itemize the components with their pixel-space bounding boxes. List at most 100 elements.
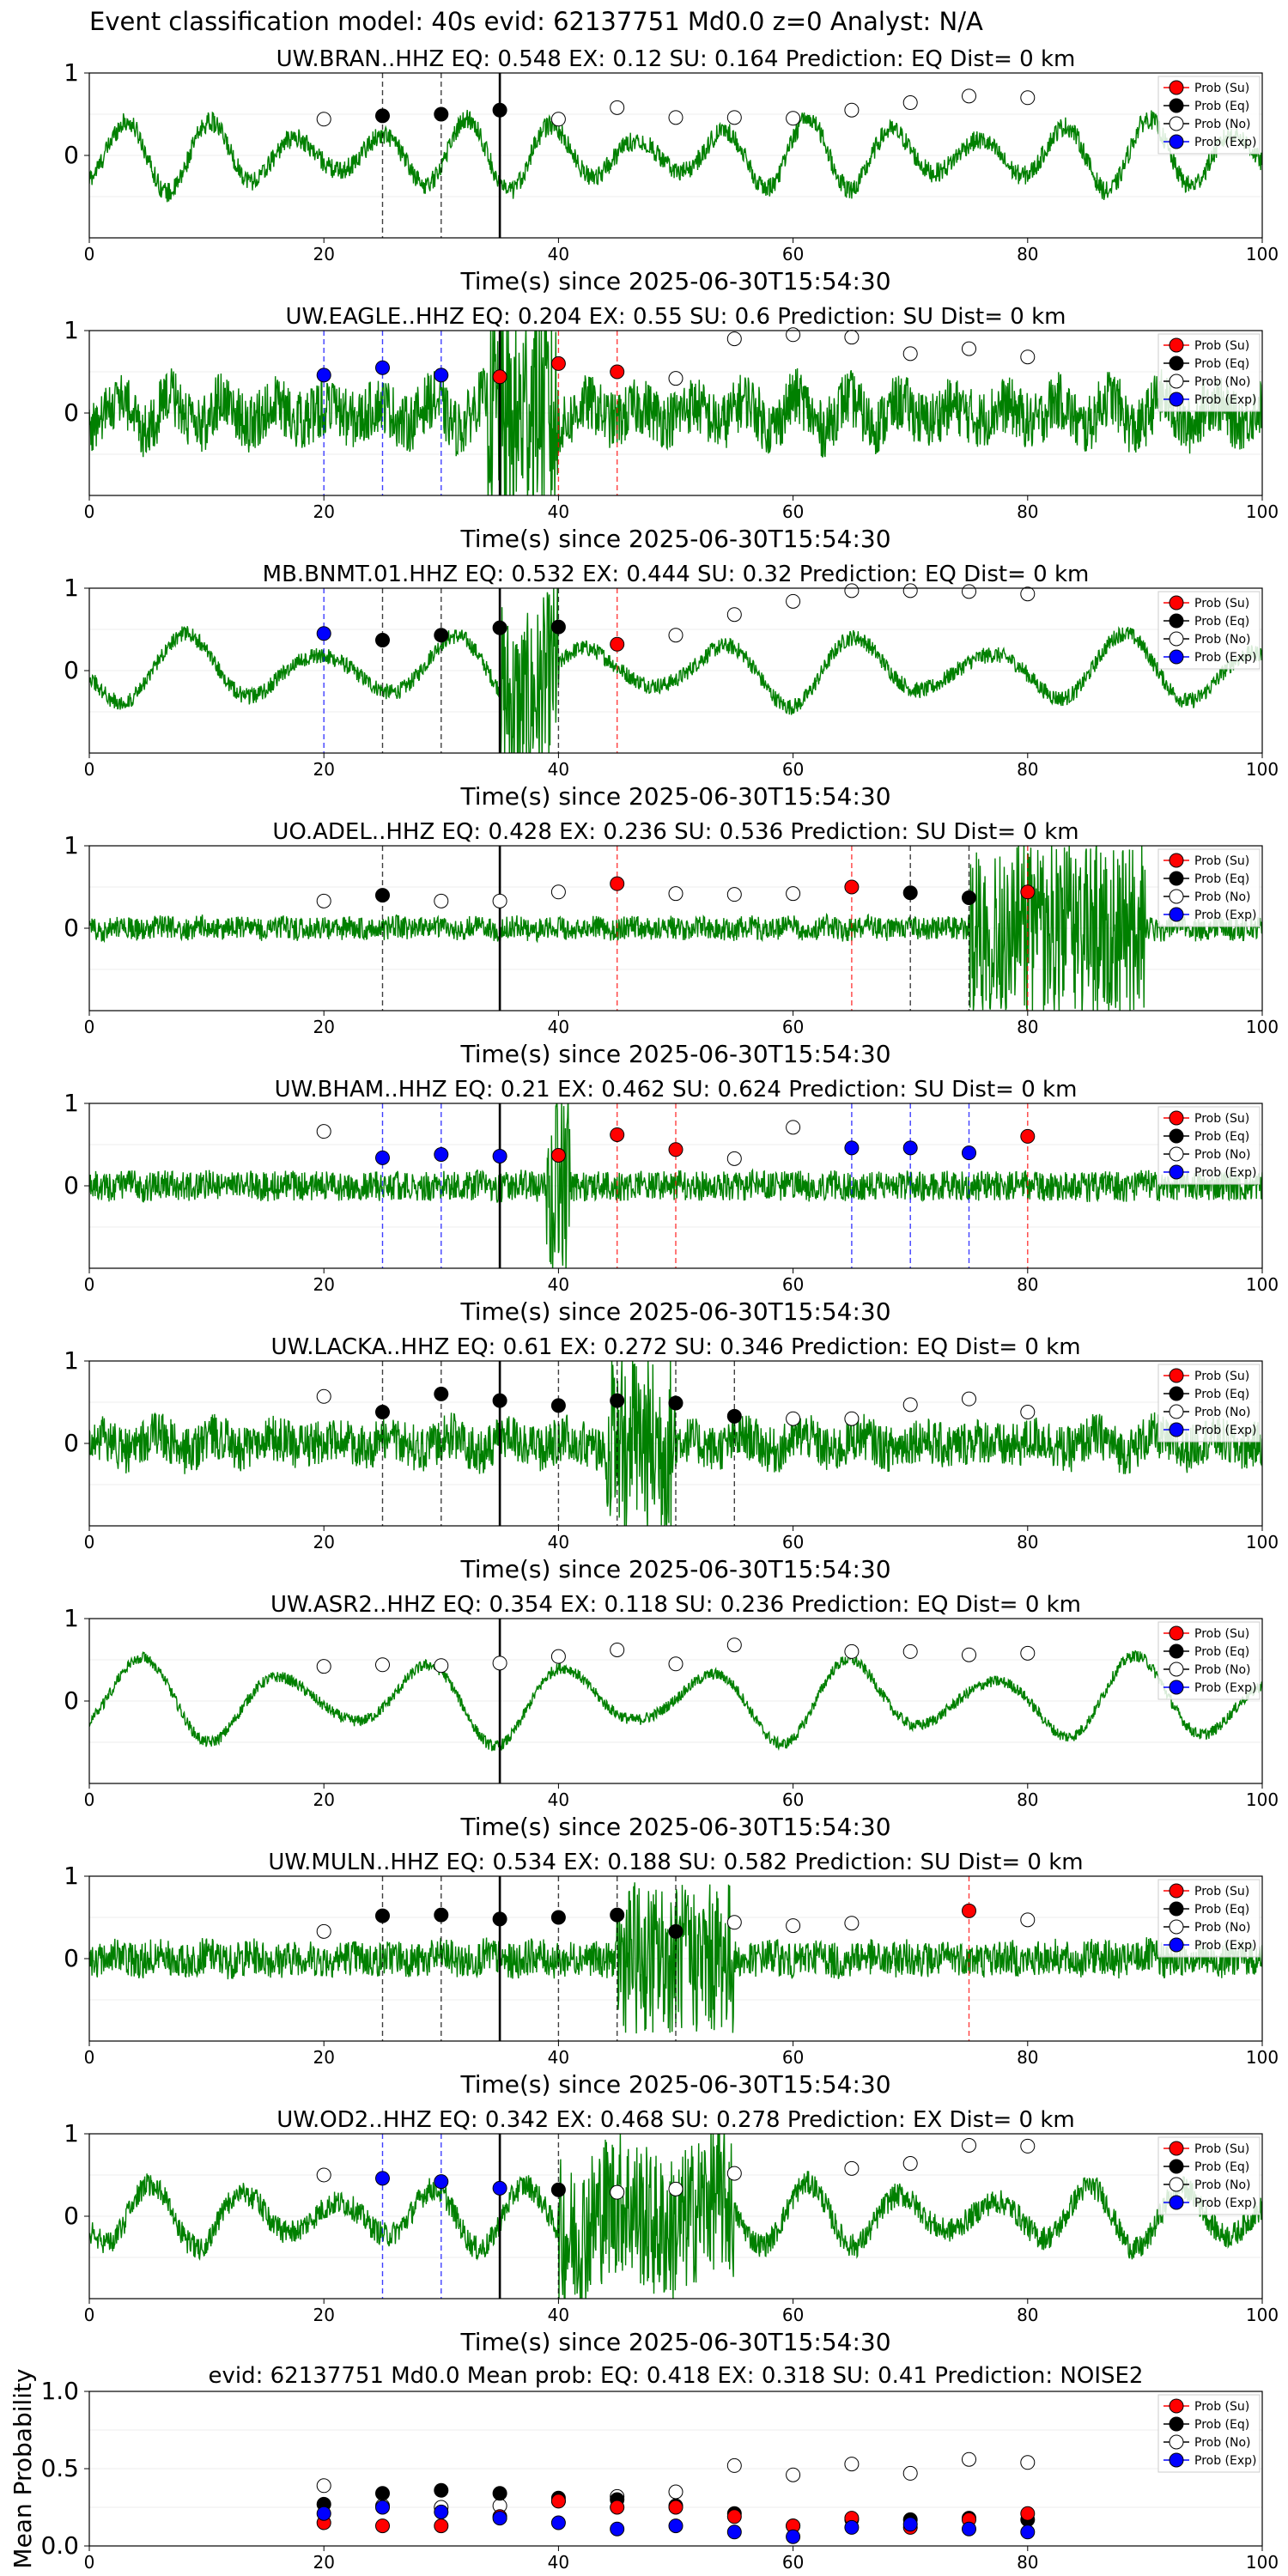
x-tick-label: 40 xyxy=(548,2305,569,2325)
x-tick-label: 80 xyxy=(1017,244,1038,264)
legend-label: Prob (No) xyxy=(1194,633,1251,647)
legend-label: Prob (Exp) xyxy=(1194,136,1257,149)
prob-marker-no xyxy=(962,584,976,599)
legend-label: Prob (Eq) xyxy=(1194,1645,1249,1659)
station-panel-6: UW.ASR2..HHZ EQ: 0.354 EX: 0.118 SU: 0.2… xyxy=(64,1592,1279,1841)
mean-probability-panel: evid: 62137751 Md0.0 Mean prob: EQ: 0.41… xyxy=(9,2363,1279,2573)
x-tick-label: 80 xyxy=(1017,2047,1038,2068)
legend-label: Prob (Su) xyxy=(1194,854,1249,868)
legend-label: Prob (Su) xyxy=(1194,597,1249,611)
x-tick-label: 80 xyxy=(1017,759,1038,780)
x-tick-label: 0 xyxy=(84,2305,95,2325)
prob-marker-no xyxy=(844,102,860,118)
prob-marker-no xyxy=(726,1151,742,1166)
y-tick-label: 0 xyxy=(64,1944,79,1972)
legend-marker xyxy=(1169,853,1184,868)
prob-marker-exp xyxy=(434,2174,449,2190)
prob-marker-no xyxy=(1020,1912,1036,1928)
prob-marker-eq xyxy=(550,1910,566,1925)
mean-prob-marker-exp xyxy=(786,2529,801,2544)
y-tick-label: 1 xyxy=(64,574,79,602)
prob-marker-exp xyxy=(844,1140,860,1156)
y-tick-label: 0 xyxy=(64,656,79,684)
mean-prob-marker-exp xyxy=(492,2511,507,2526)
x-tick-label: 80 xyxy=(1017,1274,1038,1295)
mean-prob-marker-no xyxy=(962,2451,976,2467)
x-tick-label: 100 xyxy=(1246,1017,1279,1037)
seismogram-trace xyxy=(89,2134,1262,2299)
mean-prob-marker-eq xyxy=(375,2486,390,2501)
x-tick-label: 20 xyxy=(313,1532,334,1552)
x-tick-label: 40 xyxy=(548,759,569,780)
x-tick-label: 0 xyxy=(84,1017,95,1037)
x-tick-label: 100 xyxy=(1246,2552,1279,2573)
legend-label: Prob (No) xyxy=(1194,1921,1251,1935)
legend-label: Prob (Eq) xyxy=(1194,1388,1249,1401)
legend-marker xyxy=(1169,1128,1184,1144)
prob-marker-eq xyxy=(550,2182,566,2197)
mean-prob-marker-su xyxy=(1020,2506,1036,2521)
y-tick-label: 1 xyxy=(64,1604,79,1632)
legend-marker xyxy=(1169,1901,1184,1917)
prob-marker-no xyxy=(726,331,742,347)
panel-title: UW.BHAM..HHZ EQ: 0.21 EX: 0.462 SU: 0.62… xyxy=(275,1077,1078,1103)
x-axis-label: Time(s) since 2025-06-30T15:54:30 xyxy=(459,2070,890,2099)
prob-marker-su xyxy=(1020,1128,1036,1144)
prob-marker-no xyxy=(492,1656,507,1671)
mean-prob-marker-no xyxy=(668,2484,683,2500)
legend-label: Prob (No) xyxy=(1194,1406,1251,1419)
y-tick-label: 0 xyxy=(64,1429,79,1457)
legend-marker xyxy=(1169,2141,1184,2156)
prob-marker-eq xyxy=(434,1907,449,1923)
legend-marker xyxy=(1169,80,1184,95)
y-tick-label: 1 xyxy=(64,1346,79,1375)
prob-marker-no xyxy=(726,1915,742,1930)
prob-marker-no xyxy=(902,1643,918,1659)
prob-marker-no xyxy=(1020,1405,1036,1420)
station-panel-1: UW.EAGLE..HHZ EQ: 0.204 EX: 0.55 SU: 0.6… xyxy=(64,304,1279,553)
seismogram-trace xyxy=(89,109,1262,203)
x-axis-label: Time(s) since 2025-06-30T15:54:30 xyxy=(459,525,890,553)
legend-marker xyxy=(1169,1404,1184,1419)
x-tick-label: 40 xyxy=(548,1017,569,1037)
legend-label: Prob (Su) xyxy=(1194,1112,1249,1126)
x-tick-label: 0 xyxy=(84,501,95,522)
x-tick-label: 0 xyxy=(84,2047,95,2068)
mean-prob-marker-exp xyxy=(434,2504,449,2519)
x-tick-label: 20 xyxy=(313,244,334,264)
prob-marker-eq xyxy=(492,1911,507,1927)
x-tick-label: 20 xyxy=(313,2305,334,2325)
mean-prob-marker-eq xyxy=(492,2486,507,2501)
mean-prob-marker-no xyxy=(316,2478,331,2494)
prob-marker-su xyxy=(668,1142,683,1157)
x-tick-label: 80 xyxy=(1017,2552,1038,2573)
prob-marker-su xyxy=(610,364,625,380)
prob-marker-no xyxy=(550,884,566,900)
prob-marker-eq xyxy=(434,106,449,122)
legend-marker xyxy=(1169,595,1184,611)
legend-marker xyxy=(1169,1625,1184,1641)
x-tick-label: 0 xyxy=(84,2552,95,2573)
prob-marker-eq xyxy=(550,619,566,635)
prob-marker-no xyxy=(962,341,976,356)
legend-label: Prob (No) xyxy=(1194,375,1251,389)
x-tick-label: 20 xyxy=(313,759,334,780)
x-tick-label: 80 xyxy=(1017,1532,1038,1552)
mean-prob-marker-no xyxy=(902,2465,918,2481)
legend-label: Prob (No) xyxy=(1194,2436,1251,2450)
prob-marker-su xyxy=(610,876,625,891)
prob-marker-no xyxy=(786,1918,801,1934)
prob-marker-exp xyxy=(902,1140,918,1156)
legend-label: Prob (Eq) xyxy=(1194,1903,1249,1917)
prob-marker-no xyxy=(726,2166,742,2181)
legend-marker xyxy=(1169,1937,1184,1953)
legend-label: Prob (Su) xyxy=(1194,2400,1249,2414)
y-tick-label: 1.0 xyxy=(40,2377,79,2405)
mean-prob-marker-exp xyxy=(844,2519,860,2535)
mean-prob-marker-exp xyxy=(902,2517,918,2532)
legend-label: Prob (Eq) xyxy=(1194,357,1249,371)
prob-marker-no xyxy=(610,100,625,115)
legend-marker xyxy=(1169,1368,1184,1383)
prob-marker-eq xyxy=(492,102,507,118)
